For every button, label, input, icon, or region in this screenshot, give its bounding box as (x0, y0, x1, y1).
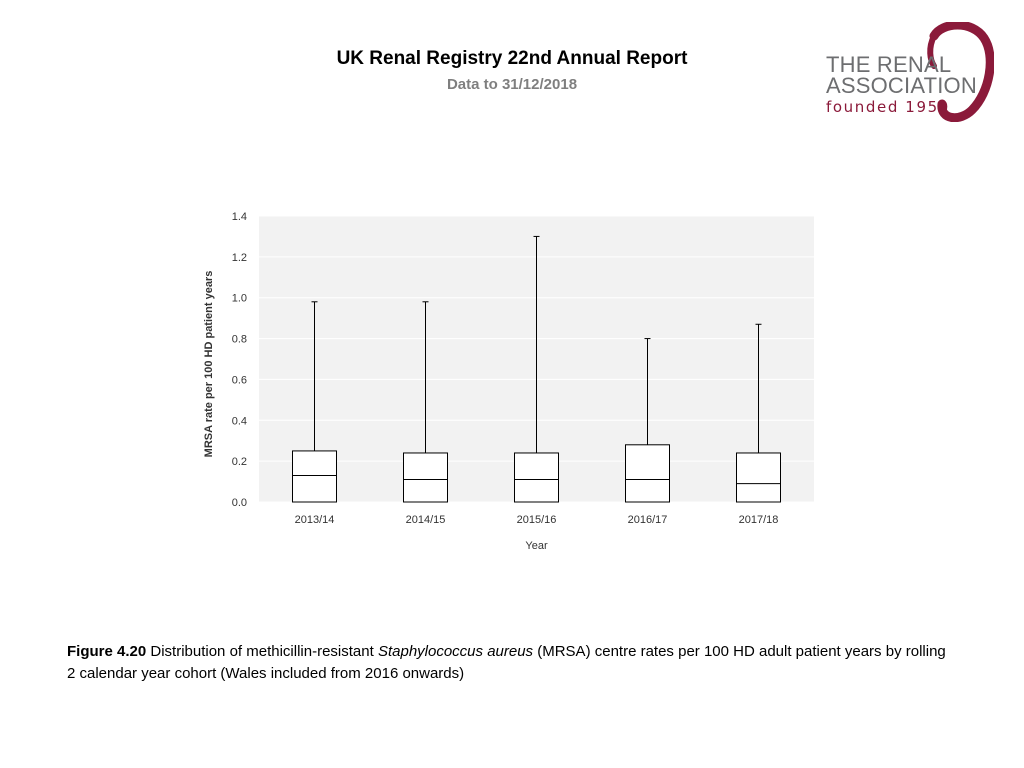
iqr-box (403, 452, 448, 503)
y-tick-label: 0.4 (232, 415, 247, 427)
header: UK Renal Registry 22nd Annual Report Dat… (0, 46, 1024, 96)
y-tick-label: 1.4 (232, 211, 247, 223)
iqr-box (514, 452, 559, 503)
x-axis-label: Year (525, 540, 548, 552)
renal-association-logo: THE RENAL ASSOCIATION founded 1950 (822, 22, 994, 122)
x-tick-label: 2013/14 (295, 514, 335, 526)
page-subtitle: Data to 31/12/2018 (446, 76, 578, 93)
logo-line-3: founded 1950 (826, 98, 950, 116)
y-tick-label: 0.0 (232, 497, 247, 509)
figure-label: Figure 4.20 (67, 643, 147, 660)
figure-caption: Figure 4.20 Distribution of methicillin-… (67, 641, 947, 685)
logo-swirl-icon (927, 22, 994, 122)
y-tick-label: 0.6 (232, 374, 247, 386)
y-tick-label: 1.0 (232, 293, 247, 305)
y-tick-label: 1.2 (232, 252, 247, 264)
iqr-box (292, 450, 337, 503)
iqr-box (736, 452, 781, 503)
caption-text-after: (MRSA) centre rates per 100 HD adult pat… (67, 643, 946, 682)
x-tick-label: 2016/17 (628, 514, 668, 526)
mrsa-boxplot-chart: 0.0 0.2 0.4 0.6 0.8 1.0 1.2 1.4 2013/14 2014/15 20… (203, 211, 814, 552)
y-tick-label: 0.8 (232, 334, 247, 346)
page-title: UK Renal Registry 22nd Annual Report (336, 48, 688, 69)
x-tick-label: 2015/16 (517, 514, 557, 526)
caption-text-before: Distribution of methicillin-resistant (150, 643, 374, 660)
iqr-box (625, 444, 670, 503)
logo-line-1: THE RENAL (826, 52, 952, 77)
y-axis-label: MRSA rate per 100 HD patient years (203, 271, 215, 458)
caption-italic: Staphylococcus aureus (377, 643, 534, 660)
x-tick-label: 2017/18 (739, 514, 779, 526)
logo-line-2: ASSOCIATION (826, 73, 977, 98)
x-tick-label: 2014/15 (406, 514, 446, 526)
y-tick-label: 0.2 (232, 456, 247, 468)
